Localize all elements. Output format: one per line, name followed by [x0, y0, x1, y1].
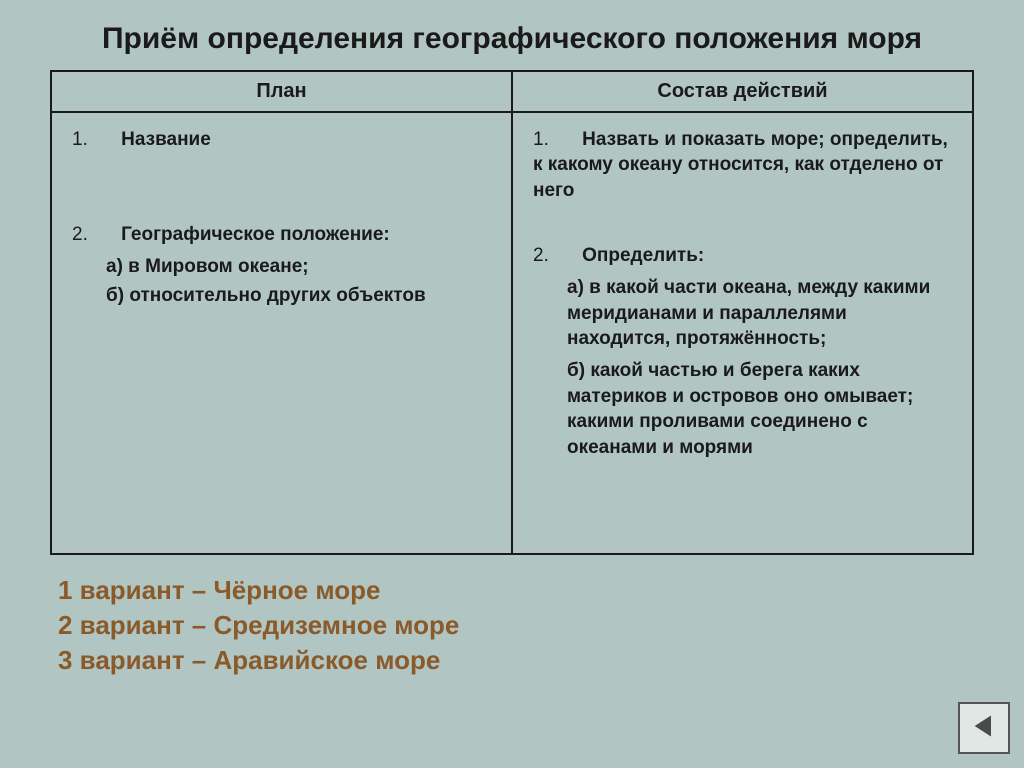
slide-container: Приём определения географического положе…	[0, 0, 1024, 698]
plan-item-2a: а) в Мировом океане;	[106, 254, 491, 280]
plan-item-2-text: Географическое положение:	[121, 224, 390, 245]
plan-item-1: 1. Название	[72, 127, 491, 153]
actions-item-2b: б) какой частью и берега каких материков…	[567, 358, 952, 461]
back-triangle-icon	[970, 712, 998, 745]
back-button[interactable]	[958, 702, 1010, 754]
definition-table: План Состав действий 1. Название 2. Геог…	[50, 70, 974, 555]
plan-item-2b: б) относительно других объектов	[106, 283, 491, 309]
actions-item-2-text: Определить:	[582, 245, 704, 266]
plan-item-2-num: 2.	[72, 222, 100, 248]
option-1: 1 вариант – Чёрное море	[58, 573, 974, 608]
plan-item-1-num: 1.	[72, 127, 100, 153]
spacer	[72, 174, 491, 222]
header-actions: Состав действий	[513, 72, 972, 111]
actions-item-2: 2. Определить: а) в какой части океана, …	[533, 243, 952, 460]
option-3: 3 вариант – Аравийское море	[58, 643, 974, 678]
actions-item-1: 1. Назвать и показать море; определить, …	[533, 127, 952, 204]
option-2: 2 вариант – Средиземное море	[58, 608, 974, 643]
actions-item-2a: а) в какой части океана, между какими ме…	[567, 275, 952, 352]
cell-actions: 1. Назвать и показать море; определить, …	[513, 113, 972, 553]
cell-plan: 1. Название 2. Географическое положение:…	[52, 113, 513, 553]
actions-item-1-num: 1.	[533, 127, 561, 153]
plan-item-1-text: Название	[121, 129, 211, 150]
actions-sublist: а) в какой части океана, между какими ме…	[567, 275, 952, 460]
actions-item-2-num: 2.	[533, 243, 561, 269]
plan-sublist: а) в Мировом океане; б) относительно дру…	[106, 254, 491, 309]
slide-title: Приём определения географического положе…	[50, 20, 974, 58]
spacer	[533, 225, 952, 243]
actions-item-1-text: Назвать и показать море; определить, к к…	[533, 129, 948, 201]
plan-item-2: 2. Географическое положение: а) в Мирово…	[72, 222, 491, 309]
variant-options: 1 вариант – Чёрное море 2 вариант – Сред…	[50, 573, 974, 678]
table-header-row: План Состав действий	[52, 72, 972, 113]
table-body: 1. Название 2. Географическое положение:…	[52, 113, 972, 553]
header-plan: План	[52, 72, 513, 111]
